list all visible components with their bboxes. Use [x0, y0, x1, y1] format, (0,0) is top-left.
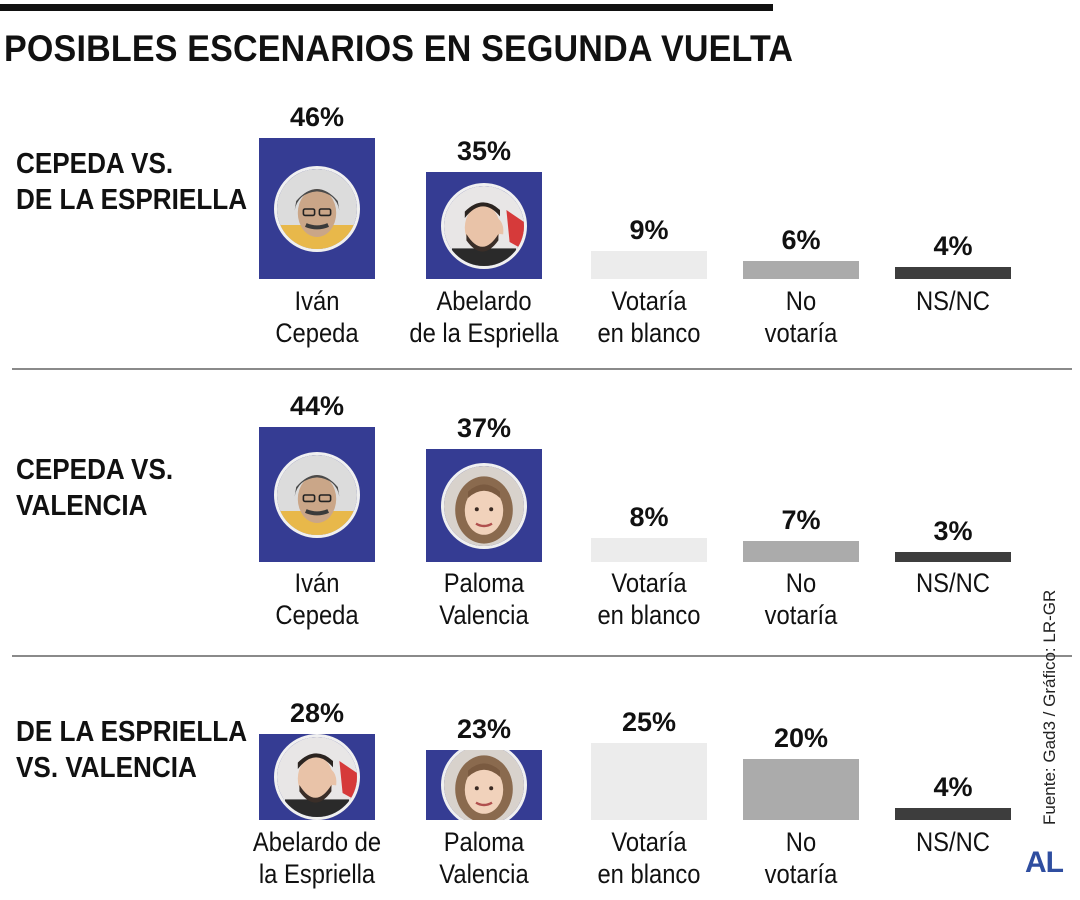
data-label: 7% — [781, 505, 821, 535]
data-label: 9% — [629, 215, 669, 245]
bar — [743, 541, 859, 562]
bar — [743, 759, 859, 820]
brand-logo: AL — [1025, 846, 1064, 879]
source-note: Fuente: Gad3 / Gráfico: LR-GR — [1040, 589, 1059, 825]
top-rule — [0, 4, 773, 11]
section-divider — [12, 368, 1072, 370]
scenario-title: CEPEDA VS. VALENCIA — [16, 454, 174, 522]
scenario-title: DE LA ESPRIELLA VS. VALENCIA — [16, 716, 248, 784]
data-label: 35% — [456, 136, 512, 166]
data-label: 28% — [289, 698, 345, 728]
bar — [895, 552, 1011, 562]
data-label: 3% — [933, 516, 973, 546]
category-label: Paloma Valencia — [439, 568, 529, 630]
category-label: Votaría en blanco — [597, 286, 701, 348]
category-label: No votaría — [764, 568, 838, 630]
data-label: 25% — [621, 707, 677, 737]
category-label: Votaría en blanco — [597, 827, 701, 889]
bar — [259, 138, 375, 279]
data-label: 8% — [629, 502, 669, 532]
data-label: 37% — [456, 413, 512, 443]
scenario-title: CEPEDA VS. DE LA ESPRIELLA — [16, 148, 248, 216]
bar — [591, 743, 707, 820]
bar — [743, 261, 859, 279]
category-label: Abelardo de la Espriella — [252, 827, 382, 889]
bar — [426, 449, 542, 562]
category-label: Abelardo de la Espriella — [409, 286, 559, 348]
bar — [591, 538, 707, 562]
bar — [259, 734, 375, 820]
candidate-photo — [274, 165, 360, 252]
data-label: 6% — [781, 225, 821, 255]
bar — [895, 808, 1011, 820]
data-label: 20% — [773, 723, 829, 753]
category-label: No votaría — [764, 827, 838, 889]
category-label: NS/NC — [916, 286, 990, 316]
category-label: Paloma Valencia — [439, 827, 529, 889]
category-label: NS/NC — [916, 568, 990, 598]
data-label: 4% — [933, 772, 973, 802]
bar — [426, 750, 542, 820]
category-label: Votaría en blanco — [597, 568, 701, 630]
data-label: 44% — [289, 391, 345, 421]
candidate-photo — [274, 734, 360, 820]
bar — [426, 172, 542, 279]
bar — [591, 251, 707, 279]
candidate-photo — [441, 750, 527, 820]
category-label: Iván Cepeda — [275, 568, 359, 630]
bar — [259, 427, 375, 562]
bar — [895, 267, 1011, 279]
data-label: 46% — [289, 102, 345, 132]
category-label: No votaría — [764, 286, 838, 348]
candidate-photo — [441, 182, 527, 269]
category-label: Iván Cepeda — [275, 286, 359, 348]
data-label: 23% — [456, 714, 512, 744]
data-label: 4% — [933, 231, 973, 261]
candidate-photo — [441, 462, 527, 549]
page-title: POSIBLES ESCENARIOS EN SEGUNDA VUELTA — [4, 28, 794, 69]
section-divider — [12, 655, 1072, 657]
category-label: NS/NC — [916, 827, 990, 857]
